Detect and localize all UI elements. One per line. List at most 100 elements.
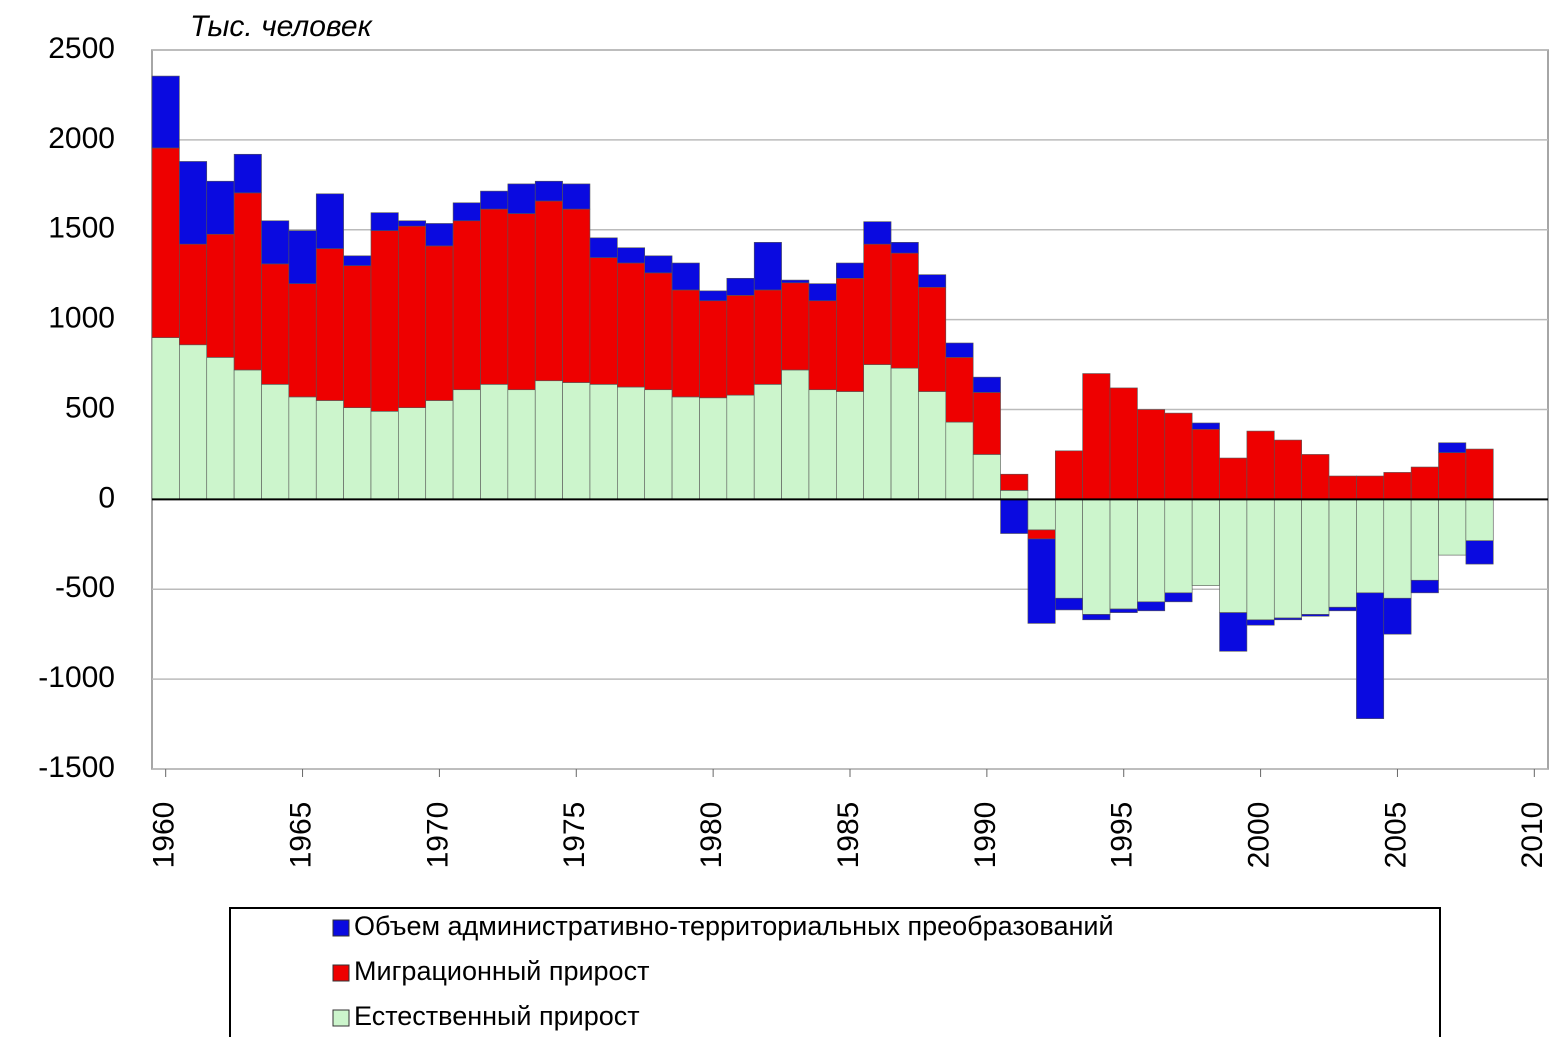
bar-segment (1465, 499, 1494, 542)
bar-segment (671, 262, 700, 291)
bar-segment (1191, 428, 1220, 500)
bar-segment (1137, 601, 1166, 612)
x-tick-label: 1995 (1106, 802, 1139, 869)
bar-segment (1356, 592, 1385, 719)
bar-segment (836, 391, 864, 500)
bar-segment (1328, 606, 1357, 612)
bar-segment (1027, 499, 1056, 531)
bar-segment (261, 384, 290, 500)
bar-segment (1246, 619, 1275, 626)
bar-segment (534, 380, 563, 500)
bar-segment (534, 200, 563, 382)
y-tick-label: -500 (55, 571, 115, 604)
bar-segment (699, 397, 728, 500)
bar-segment (206, 233, 235, 358)
bar-segment (1328, 475, 1357, 500)
bar-segment (918, 286, 947, 392)
y-tick-label: 2500 (48, 32, 115, 65)
legend-swatch (332, 1009, 350, 1027)
bar-segment (1410, 466, 1439, 500)
bar-segment (151, 75, 180, 149)
bar-segment (507, 183, 536, 214)
bar-segment (315, 248, 344, 401)
bar-segment (507, 213, 536, 391)
bar-segment (315, 400, 344, 500)
bar-segment (1219, 612, 1248, 652)
x-tick-label: 2005 (1379, 802, 1412, 869)
y-axis-label: Тыс. человек (190, 10, 374, 43)
bar-segment (863, 243, 892, 365)
bar-segment (562, 183, 591, 210)
bar-segment (945, 342, 974, 358)
bar-segment (753, 384, 782, 500)
bar-segment (1027, 529, 1056, 540)
bar-segment (1109, 499, 1138, 610)
bar-segment (1356, 475, 1385, 500)
bar-segment (425, 245, 454, 401)
bar-segment (370, 410, 399, 500)
bar-segment (480, 190, 509, 210)
x-tick-label: 1980 (695, 802, 728, 869)
bar-segment (1082, 614, 1111, 621)
bar-segment (1082, 499, 1111, 615)
bar-segment (480, 208, 509, 385)
bar-segment (398, 407, 427, 500)
bar-segment (1438, 452, 1467, 500)
bar-segment (726, 394, 755, 500)
bar-segment (179, 243, 208, 346)
bar-segment (836, 277, 864, 392)
bar-segment (452, 389, 481, 500)
bar-segment (890, 367, 919, 500)
bar-segment (1219, 457, 1248, 500)
bar-segment (1219, 499, 1248, 613)
x-tick-label: 1975 (558, 802, 591, 869)
bar-segment (863, 221, 892, 245)
bar-segment (425, 223, 454, 247)
bar-segment (671, 289, 700, 398)
bar-segment (1164, 499, 1193, 594)
bar-segment (562, 208, 591, 383)
bar-segment (288, 283, 317, 398)
bar-segment (1383, 499, 1412, 599)
bar-segment (233, 192, 262, 371)
bar-segment (343, 265, 372, 409)
bar-segment (507, 389, 536, 500)
bar-segment (288, 396, 317, 500)
x-tick-label: 2000 (1243, 802, 1276, 869)
bar-segment (452, 202, 481, 222)
bar-segment (1273, 499, 1302, 619)
bar-segment (1328, 499, 1357, 608)
bar-segment (151, 337, 180, 500)
bar-segment (863, 364, 892, 500)
bar-segment (972, 392, 1001, 455)
bar-segment (452, 220, 481, 391)
bar-segment (370, 212, 399, 231)
x-tick-label: 1965 (284, 802, 317, 869)
bar-segment (617, 386, 646, 500)
bar-segment (1054, 597, 1083, 611)
bar-segment (261, 263, 290, 385)
bar-segment (534, 180, 563, 202)
bar-segment (589, 257, 618, 385)
bar-segment (315, 193, 344, 249)
bar-segment (1054, 499, 1083, 599)
bar-segment (1301, 499, 1330, 615)
bar-segment (1410, 579, 1439, 594)
bar-segment (699, 300, 728, 399)
bar-segment (972, 454, 1001, 500)
bar-segment (1000, 490, 1029, 500)
bar-segment (1246, 430, 1275, 500)
y-tick-label: 500 (65, 391, 115, 424)
bar-segment (1082, 373, 1111, 500)
bar-segment (1356, 499, 1385, 594)
bar-segment (726, 277, 755, 296)
legend-swatch (332, 964, 350, 982)
bar-segment (644, 389, 673, 500)
y-tick-label: 1000 (48, 302, 115, 335)
bar-segment (808, 283, 837, 302)
bar-segment (233, 369, 262, 500)
bar-segment (617, 262, 646, 388)
bar-segment (1410, 499, 1439, 581)
bar-segment (370, 230, 399, 412)
bar-segment (206, 180, 235, 235)
